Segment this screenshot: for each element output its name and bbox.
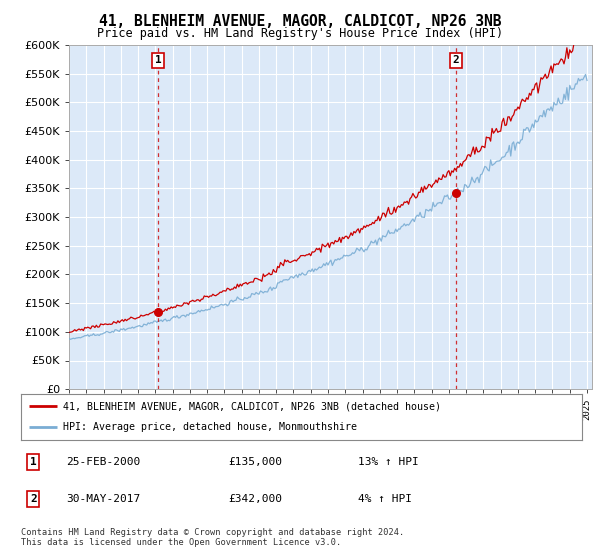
Text: 25-FEB-2000: 25-FEB-2000 — [66, 457, 140, 467]
Text: Contains HM Land Registry data © Crown copyright and database right 2024.
This d: Contains HM Land Registry data © Crown c… — [21, 528, 404, 547]
Text: 30-MAY-2017: 30-MAY-2017 — [66, 494, 140, 504]
Text: 2: 2 — [452, 55, 460, 66]
Text: HPI: Average price, detached house, Monmouthshire: HPI: Average price, detached house, Monm… — [63, 422, 357, 432]
Text: £135,000: £135,000 — [229, 457, 283, 467]
Text: 4% ↑ HPI: 4% ↑ HPI — [358, 494, 412, 504]
Text: 13% ↑ HPI: 13% ↑ HPI — [358, 457, 418, 467]
Text: 2: 2 — [30, 494, 37, 504]
Text: £342,000: £342,000 — [229, 494, 283, 504]
Text: 41, BLENHEIM AVENUE, MAGOR, CALDICOT, NP26 3NB (detached house): 41, BLENHEIM AVENUE, MAGOR, CALDICOT, NP… — [63, 401, 441, 411]
Text: 1: 1 — [155, 55, 161, 66]
Text: 41, BLENHEIM AVENUE, MAGOR, CALDICOT, NP26 3NB: 41, BLENHEIM AVENUE, MAGOR, CALDICOT, NP… — [99, 14, 501, 29]
Text: Price paid vs. HM Land Registry's House Price Index (HPI): Price paid vs. HM Land Registry's House … — [97, 27, 503, 40]
Text: 1: 1 — [30, 457, 37, 467]
